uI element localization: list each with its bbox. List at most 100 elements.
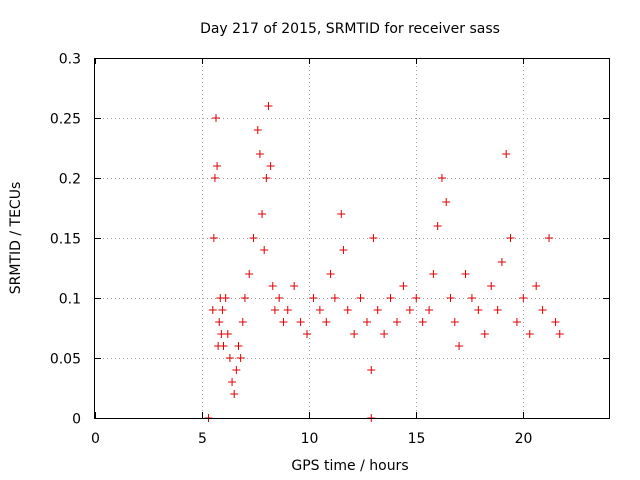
- data-point: [215, 318, 224, 326]
- x-tick-label: 5: [198, 431, 207, 447]
- y-tick-label: 0.2: [59, 172, 81, 188]
- data-point: [551, 318, 560, 326]
- data-point: [260, 246, 269, 254]
- x-axis-ticks: 0 5 10 15 20: [91, 58, 532, 447]
- data-point: [339, 246, 348, 254]
- data-point: [208, 306, 217, 314]
- x-axis-label: GPS time / hours: [291, 458, 408, 474]
- data-point: [225, 354, 234, 362]
- data-point: [238, 318, 247, 326]
- data-point: [373, 306, 382, 314]
- data-point: [264, 102, 273, 110]
- data-point: [519, 294, 528, 302]
- data-point: [268, 282, 277, 290]
- data-point: [245, 270, 254, 278]
- data-point: [253, 126, 262, 134]
- data-point: [223, 330, 232, 338]
- data-point: [337, 210, 346, 218]
- plot-frame: [94, 58, 610, 419]
- data-points: [204, 102, 564, 422]
- data-point: [236, 354, 245, 362]
- data-point: [506, 234, 515, 242]
- data-point: [480, 330, 489, 338]
- data-point: [221, 294, 230, 302]
- data-point: [437, 174, 446, 182]
- data-point: [525, 330, 534, 338]
- data-point: [330, 294, 339, 302]
- data-point: [228, 378, 237, 386]
- y-tick-label: 0.05: [50, 352, 81, 368]
- data-point: [219, 342, 228, 350]
- data-point: [405, 306, 414, 314]
- data-point: [356, 294, 365, 302]
- data-point: [386, 294, 395, 302]
- data-point: [343, 306, 352, 314]
- data-point: [309, 294, 318, 302]
- y-axis-ticks: 0 0.05 0.1 0.15 0.2 0.25 0.3: [50, 52, 609, 428]
- y-tick-label: 0: [72, 412, 81, 428]
- data-point: [367, 366, 376, 374]
- data-point: [532, 282, 541, 290]
- data-point: [474, 306, 483, 314]
- data-point: [418, 318, 427, 326]
- data-point: [296, 318, 305, 326]
- data-point: [315, 306, 324, 314]
- data-point: [270, 306, 279, 314]
- data-point: [497, 258, 506, 266]
- x-tick-label: 15: [408, 431, 426, 447]
- data-point: [283, 306, 292, 314]
- data-point: [249, 234, 258, 242]
- data-point: [362, 318, 371, 326]
- data-point: [279, 318, 288, 326]
- data-point: [290, 282, 299, 290]
- y-axis-label: SRMTID / TECUs: [8, 182, 24, 295]
- data-point: [425, 306, 434, 314]
- data-point: [412, 294, 421, 302]
- data-point: [255, 150, 264, 158]
- x-tick-label: 0: [91, 431, 100, 447]
- data-point: [461, 270, 470, 278]
- x-tick-label: 20: [515, 431, 533, 447]
- y-tick-label: 0.1: [59, 292, 81, 308]
- data-point: [322, 318, 331, 326]
- data-point: [212, 114, 221, 122]
- data-point: [467, 294, 476, 302]
- data-point: [380, 330, 389, 338]
- data-point: [392, 318, 401, 326]
- data-point: [399, 282, 408, 290]
- chart-title: Day 217 of 2015, SRMTID for receiver sas…: [200, 21, 500, 37]
- data-point: [455, 342, 464, 350]
- data-point: [210, 174, 219, 182]
- data-point: [262, 174, 271, 182]
- data-point: [209, 234, 218, 242]
- y-tick-label: 0.25: [50, 112, 81, 128]
- data-point: [275, 294, 284, 302]
- data-point: [240, 294, 249, 302]
- x-tick-label: 10: [301, 431, 319, 447]
- data-point: [442, 198, 451, 206]
- y-tick-label: 0.15: [50, 232, 81, 248]
- data-point: [502, 150, 511, 158]
- data-point: [512, 318, 521, 326]
- data-point: [493, 306, 502, 314]
- data-point: [232, 366, 241, 374]
- data-point: [230, 390, 239, 398]
- data-point: [218, 306, 227, 314]
- data-point: [234, 342, 243, 350]
- data-point: [433, 222, 442, 230]
- data-point: [213, 162, 222, 170]
- data-point: [487, 282, 496, 290]
- data-point: [446, 294, 455, 302]
- data-point: [326, 270, 335, 278]
- data-point: [258, 210, 267, 218]
- data-point: [538, 306, 547, 314]
- data-point: [350, 330, 359, 338]
- data-point: [450, 318, 459, 326]
- data-point: [429, 270, 438, 278]
- y-tick-label: 0.3: [59, 52, 81, 68]
- data-point: [545, 234, 554, 242]
- data-point: [369, 234, 378, 242]
- data-point: [303, 330, 312, 338]
- grid: [95, 58, 609, 418]
